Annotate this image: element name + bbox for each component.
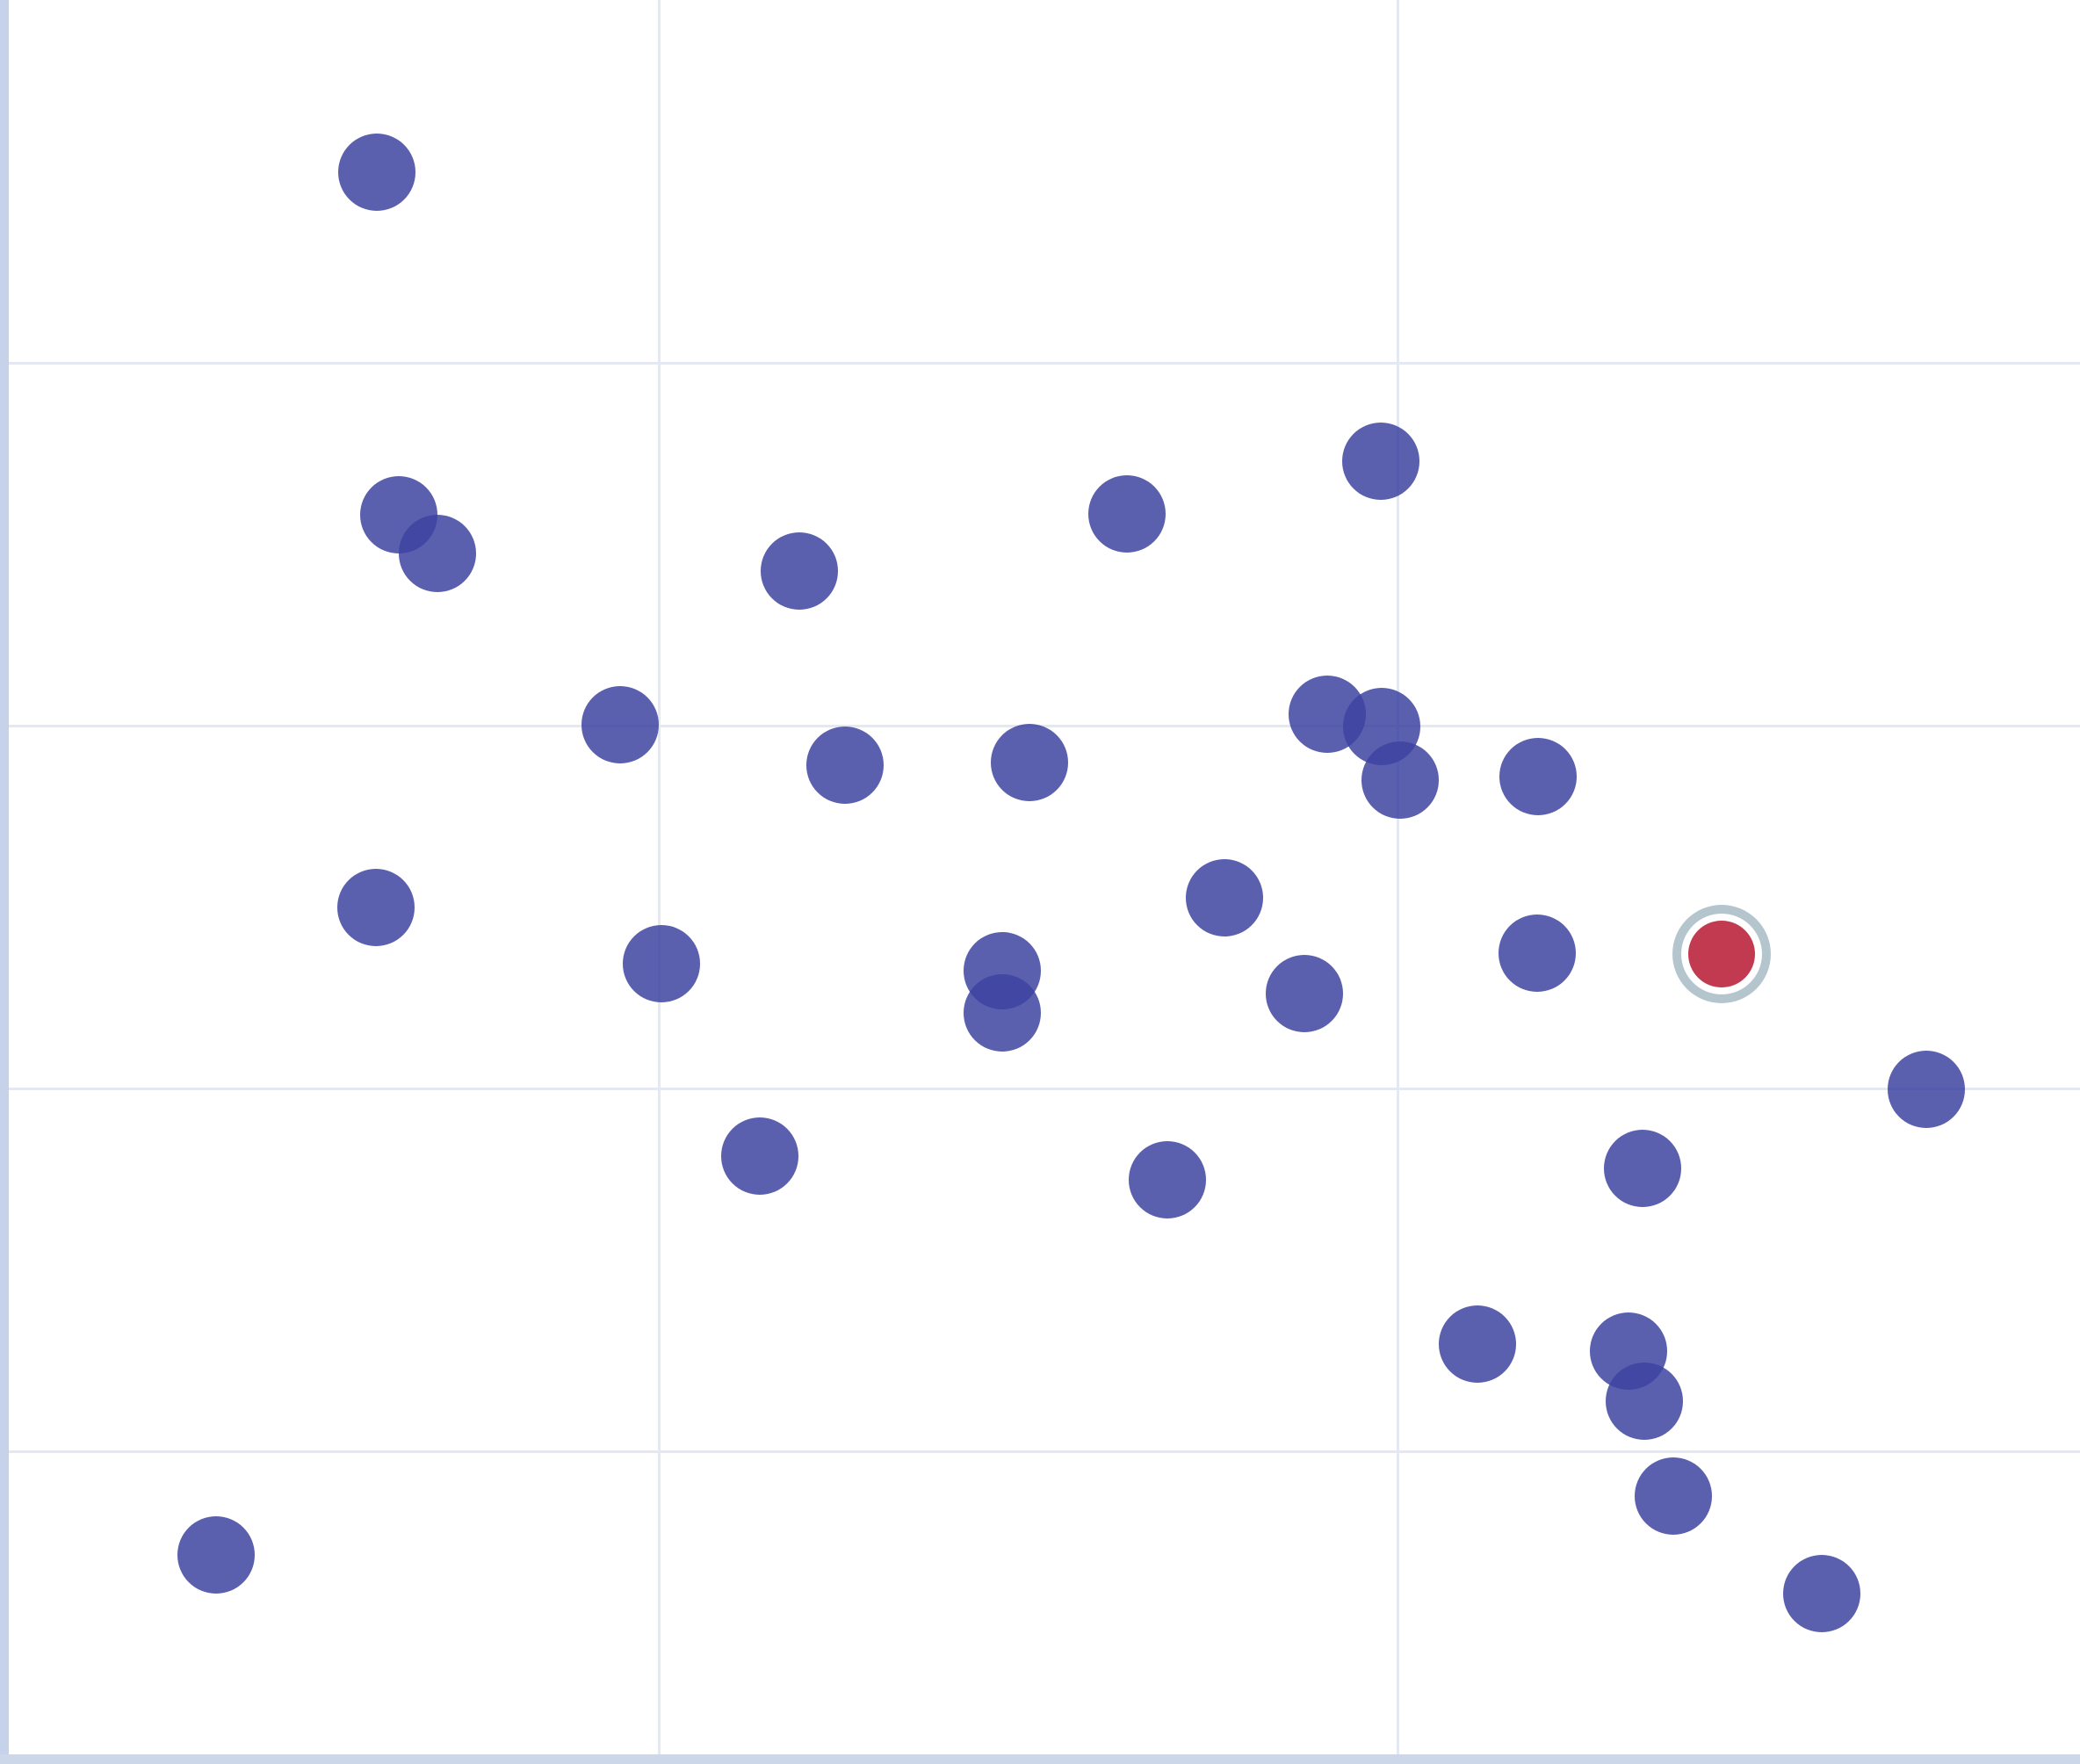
data-point[interactable]: [1499, 738, 1577, 815]
data-point[interactable]: [721, 1117, 798, 1195]
data-point[interactable]: [623, 925, 700, 1002]
data-point[interactable]: [1888, 1051, 1965, 1128]
x-axis-line: [0, 1754, 2080, 1764]
data-point[interactable]: [991, 724, 1068, 801]
data-point[interactable]: [1186, 859, 1263, 936]
data-point[interactable]: [761, 532, 838, 610]
data-point[interactable]: [399, 515, 476, 592]
vertical-gridline: [1396, 0, 1399, 1764]
data-point[interactable]: [177, 1516, 255, 1594]
data-point[interactable]: [1783, 1555, 1860, 1632]
data-point[interactable]: [1266, 955, 1343, 1032]
data-point[interactable]: [1439, 1305, 1516, 1383]
highlighted-data-point[interactable]: [1688, 921, 1755, 987]
y-axis-line: [0, 0, 9, 1764]
data-point[interactable]: [806, 727, 884, 804]
data-point[interactable]: [1635, 1457, 1712, 1535]
data-point[interactable]: [1606, 1363, 1683, 1440]
data-point[interactable]: [1129, 1141, 1206, 1218]
horizontal-gridline: [0, 1450, 2080, 1453]
data-point[interactable]: [1361, 741, 1439, 819]
data-point[interactable]: [1499, 915, 1576, 992]
data-point[interactable]: [338, 134, 415, 211]
horizontal-gridline: [0, 1087, 2080, 1090]
vertical-gridline: [657, 0, 661, 1764]
data-point[interactable]: [337, 869, 415, 946]
data-point[interactable]: [1604, 1130, 1681, 1207]
data-point[interactable]: [1088, 475, 1166, 553]
data-point[interactable]: [964, 974, 1041, 1052]
horizontal-gridline: [0, 361, 2080, 365]
data-point[interactable]: [1342, 423, 1419, 500]
data-point[interactable]: [581, 686, 659, 763]
